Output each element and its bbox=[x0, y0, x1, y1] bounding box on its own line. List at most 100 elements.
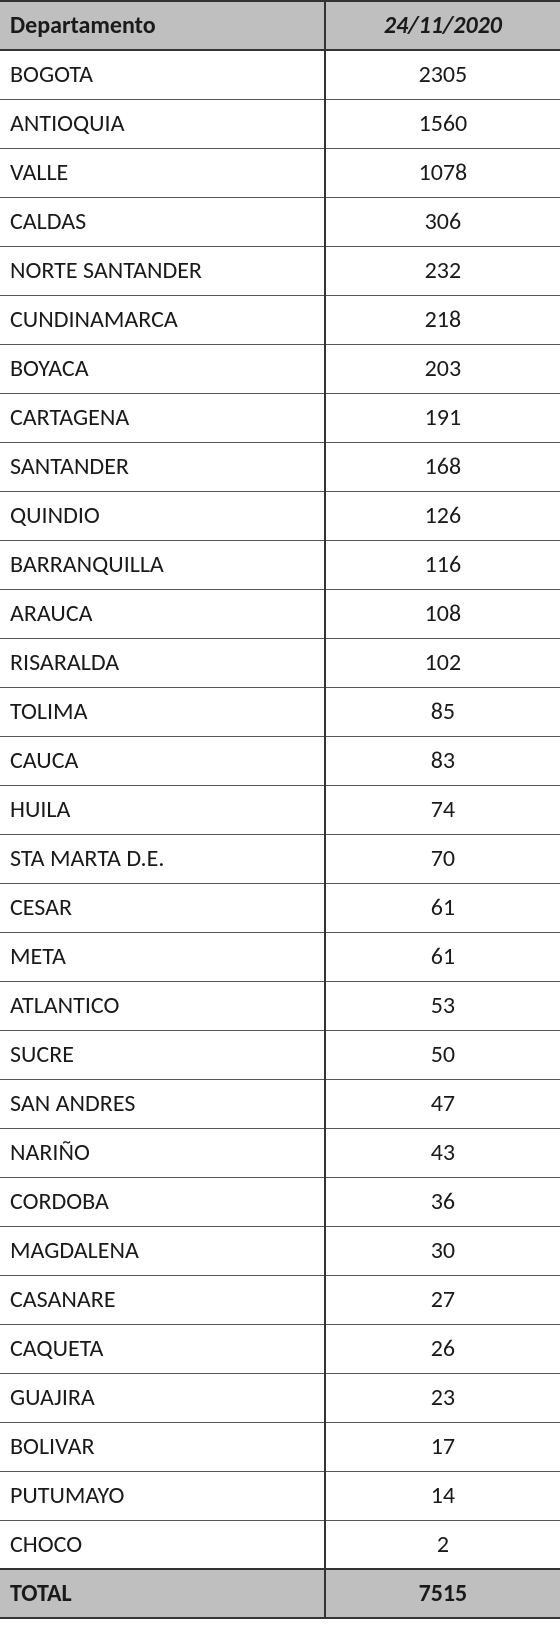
cell-dept: BOYACA bbox=[0, 344, 325, 393]
table-row: CUNDINAMARCA218 bbox=[0, 295, 560, 344]
cell-dept: BOGOTA bbox=[0, 50, 325, 99]
cell-value: 191 bbox=[325, 393, 560, 442]
cell-dept: CESAR bbox=[0, 883, 325, 932]
cell-dept: HUILA bbox=[0, 785, 325, 834]
footer-row: TOTAL 7515 bbox=[0, 1569, 560, 1618]
table-row: ATLANTICO53 bbox=[0, 981, 560, 1030]
cell-dept: CUNDINAMARCA bbox=[0, 295, 325, 344]
table-row: RISARALDA102 bbox=[0, 638, 560, 687]
table-row: CORDOBA36 bbox=[0, 1177, 560, 1226]
table-row: NARIÑO43 bbox=[0, 1128, 560, 1177]
cell-value: 306 bbox=[325, 197, 560, 246]
cell-dept: META bbox=[0, 932, 325, 981]
cell-value: 14 bbox=[325, 1471, 560, 1520]
footer-label: TOTAL bbox=[0, 1569, 325, 1618]
table-footer: TOTAL 7515 bbox=[0, 1569, 560, 1618]
cell-dept: CASANARE bbox=[0, 1275, 325, 1324]
cell-value: 53 bbox=[325, 981, 560, 1030]
cell-dept: CARTAGENA bbox=[0, 393, 325, 442]
cell-value: 203 bbox=[325, 344, 560, 393]
cell-value: 23 bbox=[325, 1373, 560, 1422]
cell-dept: ARAUCA bbox=[0, 589, 325, 638]
cell-dept: SANTANDER bbox=[0, 442, 325, 491]
table-row: META61 bbox=[0, 932, 560, 981]
cell-dept: TOLIMA bbox=[0, 687, 325, 736]
cell-dept: CAUCA bbox=[0, 736, 325, 785]
cell-value: 108 bbox=[325, 589, 560, 638]
cell-dept: BARRANQUILLA bbox=[0, 540, 325, 589]
table-row: STA MARTA D.E.70 bbox=[0, 834, 560, 883]
cell-value: 168 bbox=[325, 442, 560, 491]
header-row: Departamento 24/11/2020 bbox=[0, 1, 560, 50]
data-table: Departamento 24/11/2020 BOGOTA2305ANTIOQ… bbox=[0, 0, 560, 1619]
cell-value: 74 bbox=[325, 785, 560, 834]
table-row: CAQUETA26 bbox=[0, 1324, 560, 1373]
cell-value: 2305 bbox=[325, 50, 560, 99]
data-table-container: Departamento 24/11/2020 BOGOTA2305ANTIOQ… bbox=[0, 0, 560, 1619]
header-dept: Departamento bbox=[0, 1, 325, 50]
cell-dept: RISARALDA bbox=[0, 638, 325, 687]
cell-dept: VALLE bbox=[0, 148, 325, 197]
table-row: HUILA74 bbox=[0, 785, 560, 834]
cell-value: 17 bbox=[325, 1422, 560, 1471]
cell-value: 102 bbox=[325, 638, 560, 687]
table-row: PUTUMAYO14 bbox=[0, 1471, 560, 1520]
table-row: CARTAGENA191 bbox=[0, 393, 560, 442]
cell-dept: QUINDIO bbox=[0, 491, 325, 540]
table-body: BOGOTA2305ANTIOQUIA1560VALLE1078CALDAS30… bbox=[0, 50, 560, 1569]
cell-value: 26 bbox=[325, 1324, 560, 1373]
cell-value: 1078 bbox=[325, 148, 560, 197]
cell-dept: CAQUETA bbox=[0, 1324, 325, 1373]
cell-value: 1560 bbox=[325, 99, 560, 148]
table-row: BARRANQUILLA116 bbox=[0, 540, 560, 589]
table-row: ARAUCA108 bbox=[0, 589, 560, 638]
cell-value: 47 bbox=[325, 1079, 560, 1128]
cell-value: 218 bbox=[325, 295, 560, 344]
cell-dept: CORDOBA bbox=[0, 1177, 325, 1226]
table-row: BOYACA203 bbox=[0, 344, 560, 393]
cell-value: 232 bbox=[325, 246, 560, 295]
cell-value: 61 bbox=[325, 883, 560, 932]
cell-dept: BOLIVAR bbox=[0, 1422, 325, 1471]
cell-dept: CALDAS bbox=[0, 197, 325, 246]
table-row: NORTE SANTANDER232 bbox=[0, 246, 560, 295]
cell-dept: SAN ANDRES bbox=[0, 1079, 325, 1128]
cell-dept: SUCRE bbox=[0, 1030, 325, 1079]
table-row: SUCRE50 bbox=[0, 1030, 560, 1079]
cell-dept: STA MARTA D.E. bbox=[0, 834, 325, 883]
cell-dept: MAGDALENA bbox=[0, 1226, 325, 1275]
cell-value: 83 bbox=[325, 736, 560, 785]
table-row: CASANARE27 bbox=[0, 1275, 560, 1324]
table-row: TOLIMA85 bbox=[0, 687, 560, 736]
cell-value: 27 bbox=[325, 1275, 560, 1324]
table-row: VALLE1078 bbox=[0, 148, 560, 197]
cell-dept: CHOCO bbox=[0, 1520, 325, 1569]
table-row: QUINDIO126 bbox=[0, 491, 560, 540]
table-row: SANTANDER168 bbox=[0, 442, 560, 491]
cell-value: 43 bbox=[325, 1128, 560, 1177]
cell-value: 61 bbox=[325, 932, 560, 981]
cell-dept: ANTIOQUIA bbox=[0, 99, 325, 148]
table-row: SAN ANDRES47 bbox=[0, 1079, 560, 1128]
table-row: CAUCA83 bbox=[0, 736, 560, 785]
table-row: MAGDALENA30 bbox=[0, 1226, 560, 1275]
table-row: BOLIVAR17 bbox=[0, 1422, 560, 1471]
cell-value: 85 bbox=[325, 687, 560, 736]
table-row: CALDAS306 bbox=[0, 197, 560, 246]
cell-dept: ATLANTICO bbox=[0, 981, 325, 1030]
cell-value: 50 bbox=[325, 1030, 560, 1079]
table-header: Departamento 24/11/2020 bbox=[0, 1, 560, 50]
header-value: 24/11/2020 bbox=[325, 1, 560, 50]
cell-value: 116 bbox=[325, 540, 560, 589]
cell-value: 36 bbox=[325, 1177, 560, 1226]
table-row: ANTIOQUIA1560 bbox=[0, 99, 560, 148]
table-row: CHOCO2 bbox=[0, 1520, 560, 1569]
table-row: GUAJIRA23 bbox=[0, 1373, 560, 1422]
cell-value: 70 bbox=[325, 834, 560, 883]
cell-value: 30 bbox=[325, 1226, 560, 1275]
footer-value: 7515 bbox=[325, 1569, 560, 1618]
cell-dept: NARIÑO bbox=[0, 1128, 325, 1177]
cell-value: 126 bbox=[325, 491, 560, 540]
cell-dept: NORTE SANTANDER bbox=[0, 246, 325, 295]
cell-dept: PUTUMAYO bbox=[0, 1471, 325, 1520]
